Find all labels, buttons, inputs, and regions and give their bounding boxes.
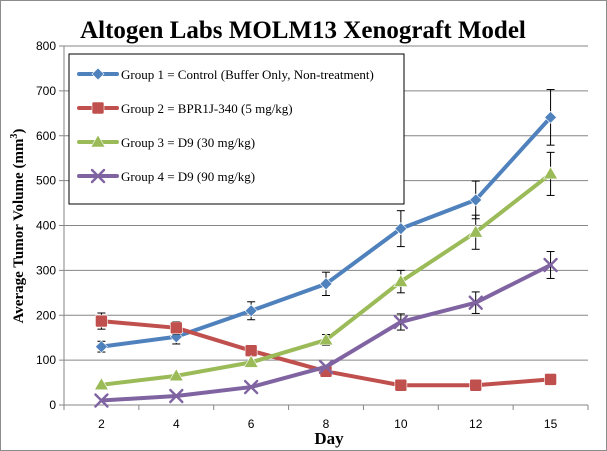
legend-item-1: Group 1 = Control (Buffer Only, Non-trea… xyxy=(77,67,374,82)
x-axis-ticks: 2 4 6 8 10 12 15 xyxy=(63,405,589,431)
legend-box xyxy=(68,53,405,205)
series-3-point xyxy=(243,354,259,368)
chart-title: Altogen Labs MOLM13 Xenograft Model xyxy=(80,17,526,44)
series-3-point xyxy=(543,166,559,180)
series-1-point xyxy=(95,340,108,354)
series-2-point xyxy=(169,321,183,335)
series-1-point xyxy=(394,222,408,236)
y-axis-label-text: Average Tumor Volume (mm xyxy=(11,138,27,323)
series-3-point xyxy=(318,332,334,346)
series-2-point xyxy=(544,373,557,386)
y-tick-label: 200 xyxy=(36,308,56,322)
series-4 xyxy=(94,251,558,408)
series-2-point xyxy=(394,378,408,392)
series-4-point xyxy=(169,388,184,404)
legend-swatch-marker xyxy=(90,134,106,148)
marker-stroke xyxy=(94,393,109,408)
legend-swatch-marker xyxy=(91,67,105,81)
series-1-point xyxy=(469,193,483,207)
y-tick-label: 800 xyxy=(36,39,56,53)
legend-swatch-marker xyxy=(91,101,105,115)
marker-stroke xyxy=(169,388,184,404)
y-tick-label: 300 xyxy=(36,263,56,277)
series-2-point xyxy=(469,378,483,392)
series-layer xyxy=(93,89,559,408)
marker-stroke xyxy=(318,359,334,375)
series-4-point xyxy=(393,314,409,330)
x-tick-label: 8 xyxy=(323,417,330,431)
marker-stroke xyxy=(90,168,106,184)
legend-label: Group 4 = D9 (90 mg/kg) xyxy=(121,169,255,184)
x-tick-label: 12 xyxy=(469,417,483,431)
legend-label: Group 2 = BPR1J-340 (5 mg/kg) xyxy=(121,101,293,116)
x-axis-label: Day xyxy=(314,429,344,448)
series-2 xyxy=(95,312,557,392)
x-tick-label: 15 xyxy=(544,417,558,431)
y-tick-label: 0 xyxy=(49,398,56,412)
axes xyxy=(63,46,588,406)
x-tick-label: 4 xyxy=(173,417,180,431)
x-tick-label: 6 xyxy=(248,417,255,431)
y-axis-ticks: 0 100 200 300 400 500 600 700 800 xyxy=(36,39,64,412)
legend-item-4: Group 4 = D9 (90 mg/kg) xyxy=(77,168,255,184)
y-tick-label: 400 xyxy=(36,219,56,233)
legend-item-3: Group 3 = D9 (30 mg/kg) xyxy=(77,134,255,150)
legend-item-2: Group 2 = BPR1J-340 (5 mg/kg) xyxy=(77,101,293,116)
y-axis-label: Average Tumor Volume (mm3) xyxy=(9,129,27,324)
series-4-point xyxy=(543,257,558,273)
legend: Group 1 = Control (Buffer Only, Non-trea… xyxy=(68,53,405,205)
series-1-point xyxy=(244,304,258,318)
y-tick-label: 100 xyxy=(36,353,56,367)
marker-stroke xyxy=(393,314,409,330)
series-3-point xyxy=(93,377,109,391)
series-2-point xyxy=(95,314,108,328)
x-tick-label: 10 xyxy=(394,417,408,431)
legend-swatch-marker xyxy=(90,168,106,184)
y-tick-label: 500 xyxy=(36,174,56,188)
series-1-point xyxy=(319,277,333,291)
legend-label: Group 1 = Control (Buffer Only, Non-trea… xyxy=(121,67,374,82)
series-4-point xyxy=(318,359,334,375)
marker-stroke xyxy=(543,257,558,273)
series-3-point xyxy=(393,273,409,287)
series-3-point xyxy=(168,368,184,382)
y-axis-label-superscript: 3 xyxy=(9,134,20,139)
y-tick-label: 600 xyxy=(36,129,56,143)
y-tick-label: 700 xyxy=(36,84,56,98)
series-3-point xyxy=(468,224,484,238)
legend-label: Group 3 = D9 (30 mg/kg) xyxy=(121,135,255,150)
series-1-point xyxy=(544,110,557,124)
marker-stroke xyxy=(468,295,483,310)
y-axis-label-close: ) xyxy=(11,129,27,134)
series-3 xyxy=(93,151,559,391)
x-tick-label: 2 xyxy=(98,417,105,431)
series-4-point xyxy=(468,295,483,310)
series-4-point xyxy=(243,379,259,395)
series-4-point xyxy=(94,393,109,408)
marker-stroke xyxy=(243,379,259,395)
